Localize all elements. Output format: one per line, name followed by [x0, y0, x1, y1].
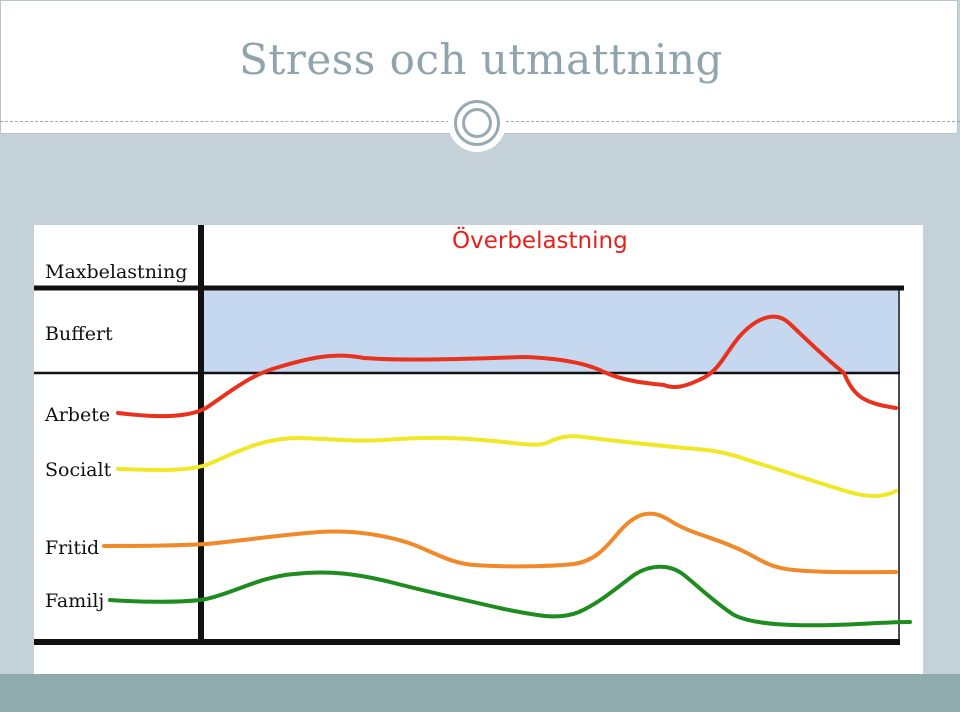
ornament-ring	[454, 100, 500, 146]
circle-ornament-icon	[448, 94, 506, 152]
overbelastning-label: Överbelastning	[452, 226, 628, 254]
buffert-label: Buffert	[45, 323, 113, 345]
maxbelastning-label: Maxbelastning	[45, 261, 187, 283]
arbete-line	[116, 314, 898, 419]
footer-bar	[0, 674, 960, 712]
familj-label: Familj	[45, 590, 104, 612]
fritid-line	[102, 511, 898, 575]
fritid-label: Fritid	[45, 537, 99, 559]
stress-diagram: Maxbelastning Buffert Arbete Socialt Fri…	[34, 225, 923, 674]
familj-line	[108, 564, 912, 628]
slide-title: Stress och utmattning	[239, 35, 723, 84]
socialt-line	[116, 434, 898, 498]
ornament-inner-ring	[462, 108, 492, 138]
arbete-label: Arbete	[44, 404, 110, 426]
socialt-label: Socialt	[45, 459, 112, 481]
diagram-canvas: Maxbelastning Buffert Arbete Socialt Fri…	[34, 225, 912, 645]
